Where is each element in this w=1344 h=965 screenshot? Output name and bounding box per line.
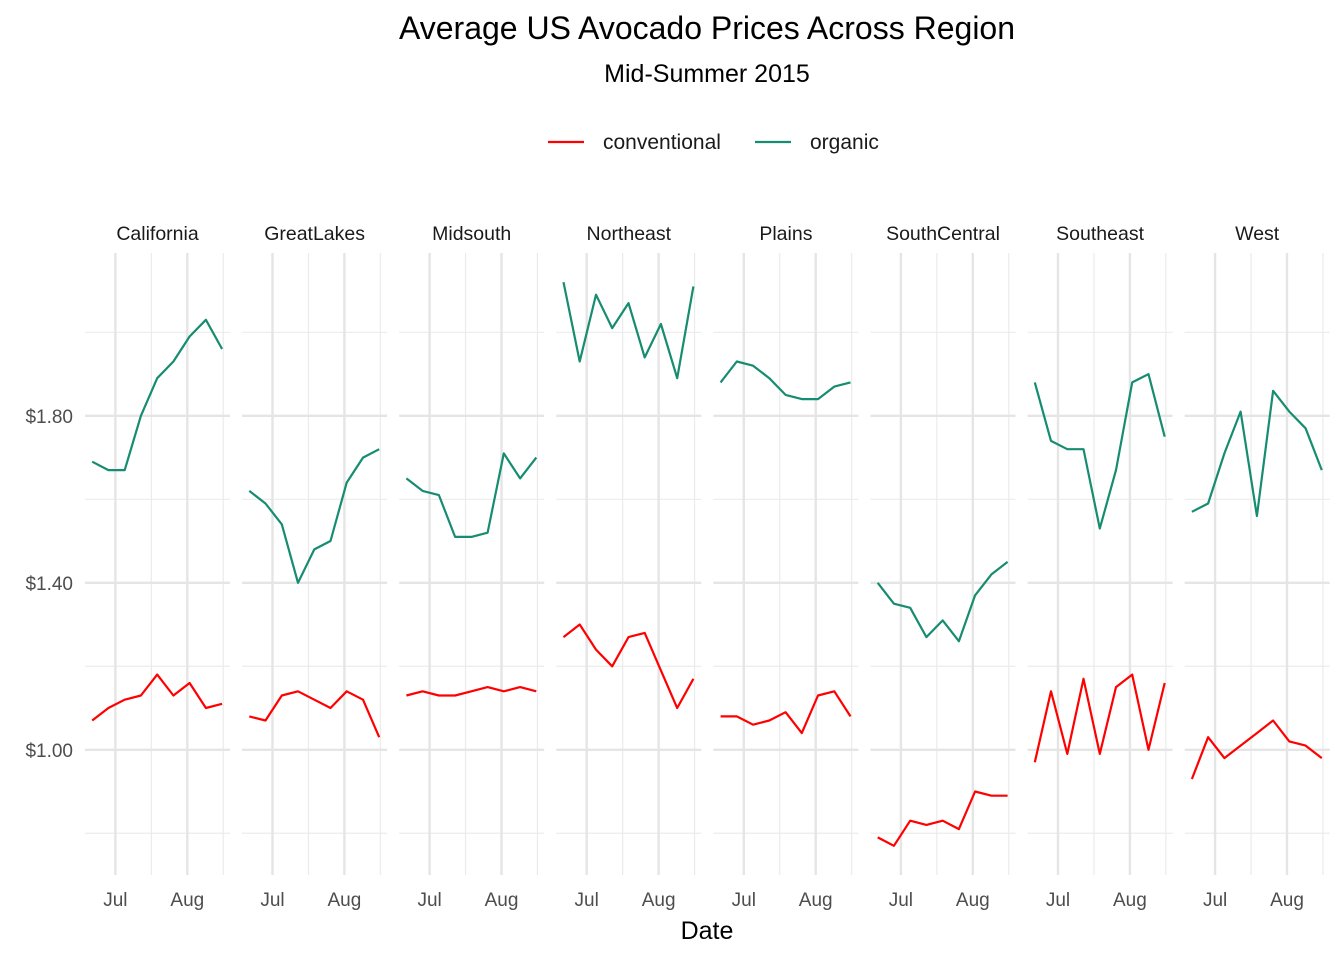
series-line-organic	[1035, 374, 1165, 528]
x-tick-label: Aug	[1270, 890, 1304, 911]
facet-strip-label: Southeast	[1056, 223, 1144, 245]
x-tick-label: Jul	[417, 890, 441, 911]
x-tick-label: Aug	[956, 890, 990, 911]
chart-title: Average US Avocado Prices Across Region	[399, 10, 1015, 46]
series-line-organic	[1192, 391, 1322, 516]
facet-panels: Jul Aug California Jul Aug GreatLakes Jul Aug Mi…	[85, 223, 1330, 911]
y-tick-label: $1.00	[25, 741, 73, 762]
facet-strip-label: Plains	[759, 223, 812, 245]
legend: conventional organic	[548, 131, 879, 154]
facet-panel-california: Jul Aug California	[85, 223, 230, 911]
series-line-organic	[564, 282, 694, 378]
x-tick-label: Jul	[1046, 890, 1070, 911]
facet-strip-label: Northeast	[587, 223, 672, 245]
x-tick-label: Aug	[799, 890, 833, 911]
facet-panel-plains: Jul Aug Plains	[713, 223, 858, 911]
facet-strip-label: SouthCentral	[886, 223, 1000, 245]
series-line-organic	[721, 362, 851, 400]
y-axis: $1.00 $1.40 $1.80	[25, 407, 73, 762]
series-line-conventional	[92, 675, 222, 721]
x-tick-label: Aug	[328, 890, 362, 911]
y-tick-label: $1.40	[25, 574, 73, 595]
facet-strip-label: California	[116, 223, 199, 245]
series-line-organic	[249, 449, 379, 583]
facet-panel-midsouth: Jul Aug Midsouth	[399, 223, 544, 911]
facet-panel-greatlakes: Jul Aug GreatLakes	[242, 223, 387, 911]
x-tick-label: Jul	[103, 890, 127, 911]
x-tick-label: Jul	[1203, 890, 1227, 911]
facet-strip-label: Midsouth	[432, 223, 511, 245]
x-tick-label: Aug	[485, 890, 519, 911]
x-tick-label: Aug	[170, 890, 204, 911]
facet-panel-west: Jul Aug West	[1185, 223, 1330, 911]
x-tick-label: Aug	[642, 890, 676, 911]
series-line-conventional	[406, 687, 536, 695]
facet-strip-label: GreatLakes	[264, 223, 365, 245]
y-tick-label: $1.80	[25, 407, 73, 428]
x-tick-label: Aug	[1113, 890, 1147, 911]
series-line-conventional	[878, 792, 1008, 846]
x-tick-label: Jul	[889, 890, 913, 911]
series-line-conventional	[249, 691, 379, 737]
series-line-organic	[406, 453, 536, 537]
x-tick-label: Jul	[260, 890, 284, 911]
facet-panel-northeast: Jul Aug Northeast	[556, 223, 701, 911]
series-line-organic	[878, 562, 1008, 641]
x-axis-title: Date	[681, 917, 734, 945]
x-tick-label: Jul	[575, 890, 599, 911]
chart-subtitle: Mid-Summer 2015	[604, 60, 810, 88]
series-line-organic	[92, 320, 222, 470]
facet-panel-southcentral: Jul Aug SouthCentral	[871, 223, 1016, 911]
x-tick-label: Jul	[732, 890, 756, 911]
facet-panel-southeast: Jul Aug Southeast	[1028, 223, 1173, 911]
facet-strip-label: West	[1235, 223, 1280, 245]
legend-label-conventional: conventional	[603, 131, 721, 154]
legend-label-organic: organic	[810, 131, 879, 154]
